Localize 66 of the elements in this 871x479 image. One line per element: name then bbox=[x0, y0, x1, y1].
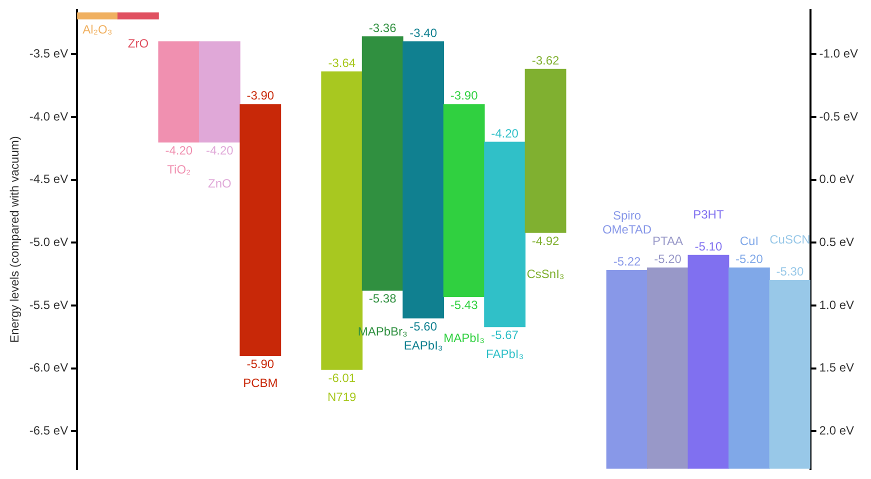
x-tick-label: FAPbI₃ bbox=[486, 347, 524, 362]
y2-tick-label: -1.0 eV bbox=[819, 46, 858, 60]
y2-tick-label: 0.5 eV bbox=[819, 234, 854, 249]
x-tick-label: ZrO bbox=[128, 36, 149, 50]
x-tick-label: N719 bbox=[328, 390, 357, 404]
annotation: -5.20 bbox=[654, 252, 682, 266]
annotation: -3.40 bbox=[410, 26, 438, 40]
annotation: -5.20 bbox=[736, 252, 764, 266]
bar bbox=[402, 41, 444, 318]
y2-tick-label: 1.0 eV bbox=[819, 298, 854, 312]
y-tick-label: -6.5 eV bbox=[29, 423, 68, 438]
x-tick-label: Al₂O₃ bbox=[82, 22, 112, 36]
bar bbox=[158, 41, 200, 142]
bar bbox=[443, 104, 485, 297]
bar bbox=[524, 68, 566, 233]
bar bbox=[728, 267, 770, 469]
bar bbox=[606, 270, 648, 469]
annotation: -3.90 bbox=[246, 88, 274, 103]
x-tick-label: PCBM bbox=[243, 376, 278, 390]
y2-tick-label: 1.5 eV bbox=[819, 360, 854, 375]
x-tick-label: Spiro OMeTAD bbox=[602, 208, 652, 237]
annotation: -4.20 bbox=[206, 143, 234, 158]
bar bbox=[688, 254, 730, 469]
y-tick-label: -5.0 eV bbox=[29, 234, 68, 249]
annotation: -5.22 bbox=[613, 254, 642, 269]
y-tick-label: -3.5 eV bbox=[29, 46, 68, 60]
y2-tick-label: -0.5 eV bbox=[819, 109, 858, 124]
bar bbox=[117, 12, 159, 20]
y-tick-label: -5.5 eV bbox=[29, 298, 68, 312]
x-tick-label: PTAA bbox=[652, 234, 683, 248]
x-tick-label: TiO₂ bbox=[167, 162, 192, 176]
bar bbox=[77, 12, 118, 20]
annotation: -4.20 bbox=[491, 126, 519, 140]
y-tick-label: -4.0 eV bbox=[29, 109, 68, 124]
annotation: -5.30 bbox=[776, 264, 804, 279]
bar bbox=[647, 267, 688, 469]
bar bbox=[240, 104, 282, 356]
annotation: -6.01 bbox=[328, 370, 356, 385]
annotation: -5.67 bbox=[491, 328, 519, 342]
annotation: -3.64 bbox=[328, 56, 356, 70]
x-tick-label: ZnO bbox=[208, 176, 232, 190]
y-tick-label: -6.0 eV bbox=[29, 360, 68, 375]
annotation: -3.62 bbox=[532, 54, 560, 68]
annotation: -4.20 bbox=[165, 143, 193, 158]
annotation: -4.92 bbox=[532, 234, 560, 248]
annotation: -5.10 bbox=[694, 240, 722, 254]
annotation: -5.90 bbox=[246, 357, 274, 372]
bar bbox=[769, 280, 810, 469]
annotation: -3.36 bbox=[368, 20, 397, 35]
x-tick-label: P3HT bbox=[693, 208, 724, 222]
y-axis-title: Energy levels (compared with vacuum) bbox=[8, 136, 22, 343]
bar bbox=[484, 142, 526, 328]
x-tick-label: EAPbI₃ bbox=[404, 338, 443, 352]
y2-tick-label: 2.0 eV bbox=[819, 423, 854, 438]
y2-tick-label: 0.0 eV bbox=[819, 172, 854, 186]
bar bbox=[362, 36, 404, 291]
annotation: -3.90 bbox=[450, 88, 478, 103]
y-tick-label: -4.5 eV bbox=[29, 172, 68, 186]
x-tick-label: CuSCN bbox=[770, 232, 810, 247]
annotation: -5.60 bbox=[410, 319, 438, 334]
annotation: -5.43 bbox=[450, 298, 478, 312]
x-tick-label: CuI bbox=[740, 234, 759, 248]
bar bbox=[198, 41, 240, 142]
annotation: -5.38 bbox=[368, 292, 397, 306]
x-tick-label: CsSnI₃ bbox=[526, 266, 564, 281]
x-tick-label: MAPbI₃ bbox=[444, 330, 485, 345]
